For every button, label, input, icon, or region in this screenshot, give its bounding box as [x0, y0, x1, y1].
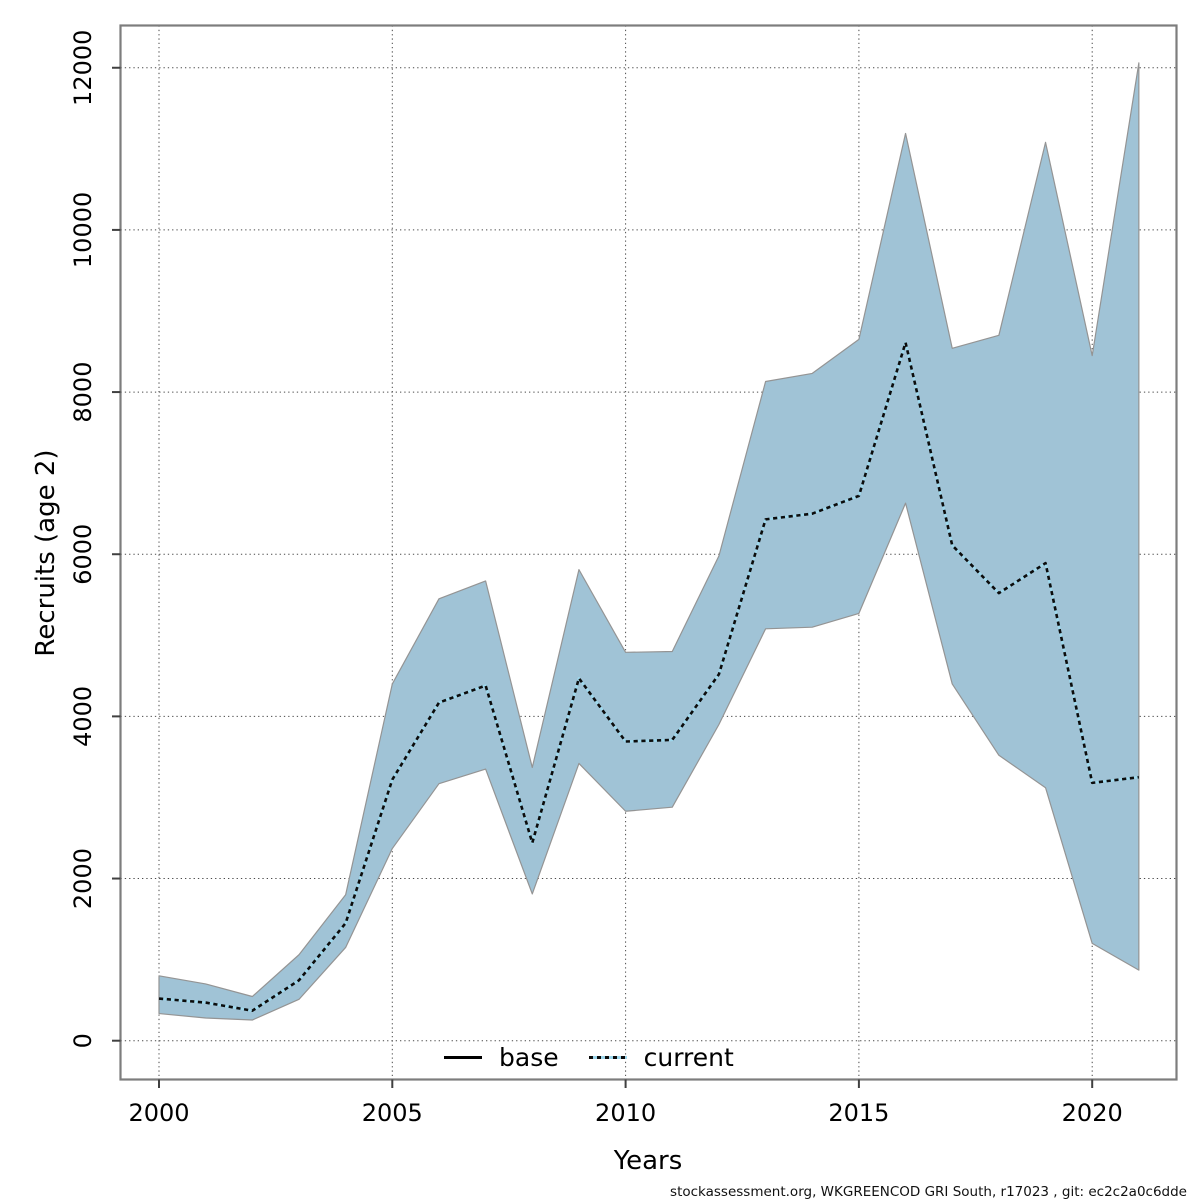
footer-attribution: stockassessment.org, WKGREENCOD GRI Sout…	[670, 1184, 1187, 1200]
x-tick-label-2010: 2010	[595, 1099, 656, 1127]
legend: base current	[444, 1042, 734, 1072]
y-tick-label-8000: 8000	[69, 362, 97, 423]
axis-ticks: 2000 2005 2010 2015 2020 0 2000 4000 6000 8000 100…	[69, 30, 1123, 1127]
legend-item-current: current	[588, 1042, 734, 1072]
x-tick-label-2005: 2005	[362, 1099, 423, 1127]
legend-label-current: current	[643, 1042, 734, 1072]
x-tick-label-2000: 2000	[128, 1099, 189, 1127]
legend-item-base: base	[444, 1043, 559, 1072]
x-axis-title: Years	[613, 1146, 683, 1176]
base-line-swatch	[444, 1055, 482, 1059]
current-line-underlay	[158, 341, 1140, 1013]
legend-label-base: base	[499, 1042, 559, 1072]
y-axis-title: Recruits (age 2)	[31, 449, 61, 657]
y-tick-label-12000: 12000	[69, 30, 97, 106]
y-tick-label-2000: 2000	[69, 848, 97, 909]
plot-border	[119, 24, 1178, 1081]
y-tick-label-0: 0	[69, 1033, 97, 1048]
y-tick-label-6000: 6000	[69, 524, 97, 585]
y-tick-label-4000: 4000	[69, 686, 97, 747]
confidence-band	[158, 62, 1140, 1021]
current-line-swatch	[588, 1055, 627, 1059]
x-tick-label-2015: 2015	[828, 1099, 889, 1127]
y-tick-label-10000: 10000	[69, 192, 97, 268]
x-tick-label-2020: 2020	[1062, 1099, 1123, 1127]
